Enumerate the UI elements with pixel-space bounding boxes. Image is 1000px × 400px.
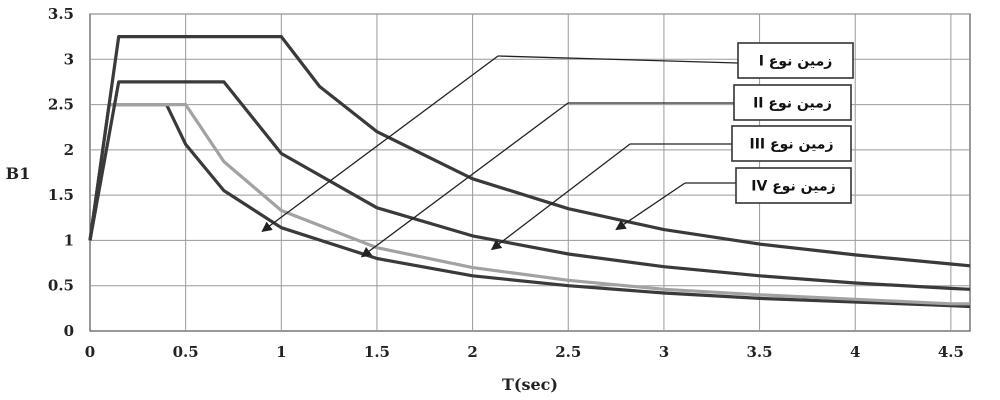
y-axis-title: B1 bbox=[6, 164, 31, 183]
x-tick-label: 0 bbox=[85, 343, 95, 361]
series-line-2 bbox=[88, 102, 970, 306]
legend-leader-line bbox=[497, 55, 739, 64]
y-tick-label: 2.5 bbox=[48, 96, 74, 114]
legend-arrow bbox=[615, 182, 686, 231]
series-line-4 bbox=[88, 34, 971, 268]
y-tick-label: 1 bbox=[64, 231, 74, 249]
x-tick-label: 3 bbox=[659, 343, 669, 361]
series-layer bbox=[88, 34, 971, 309]
legend-box bbox=[731, 125, 852, 162]
legend-arrow bbox=[360, 102, 569, 258]
legend-arrow bbox=[490, 143, 631, 251]
x-tick-label: 1 bbox=[276, 343, 286, 361]
legend-label: زمین نوع III bbox=[749, 137, 833, 153]
legend-box bbox=[735, 167, 852, 204]
series-line-3 bbox=[88, 80, 971, 291]
legend-label: زمین نوع I bbox=[759, 54, 833, 70]
x-tick-label: 2 bbox=[467, 343, 477, 361]
x-tick-label: 4 bbox=[850, 343, 860, 361]
y-tick-labels: 0 0.5 1 1.5 2 2.5 3 3.5 bbox=[48, 5, 74, 340]
y-tick-label: 0.5 bbox=[48, 277, 74, 295]
x-tick-labels: 0 0.5 1 1.5 2 2.5 3 3.5 4 4.5 bbox=[85, 343, 964, 361]
legend-label: زمین نوع II bbox=[753, 96, 832, 112]
y-tick-label: 1.5 bbox=[48, 186, 74, 204]
legend-box bbox=[733, 84, 852, 121]
series-line-1 bbox=[88, 102, 971, 309]
legend-label: زمین نوع IV bbox=[751, 179, 835, 195]
x-tick-label: 1.5 bbox=[364, 343, 390, 361]
x-tick-label: 4.5 bbox=[938, 343, 964, 361]
x-tick-label: 0.5 bbox=[173, 343, 199, 361]
y-tick-label: 0 bbox=[64, 322, 74, 340]
legend-arrow bbox=[261, 55, 499, 233]
x-tick-label: 2.5 bbox=[555, 343, 581, 361]
y-tick-label: 3 bbox=[64, 50, 74, 68]
y-tick-label: 3.5 bbox=[48, 5, 74, 23]
x-tick-label: 3.5 bbox=[747, 343, 773, 361]
y-tick-label: 2 bbox=[64, 141, 74, 159]
legend-box bbox=[737, 42, 854, 79]
x-axis-title: T(sec) bbox=[502, 375, 558, 394]
annotation-layer: زمین نوع I زمین نوع II زمین نوع III زمین نو… bbox=[261, 42, 854, 258]
